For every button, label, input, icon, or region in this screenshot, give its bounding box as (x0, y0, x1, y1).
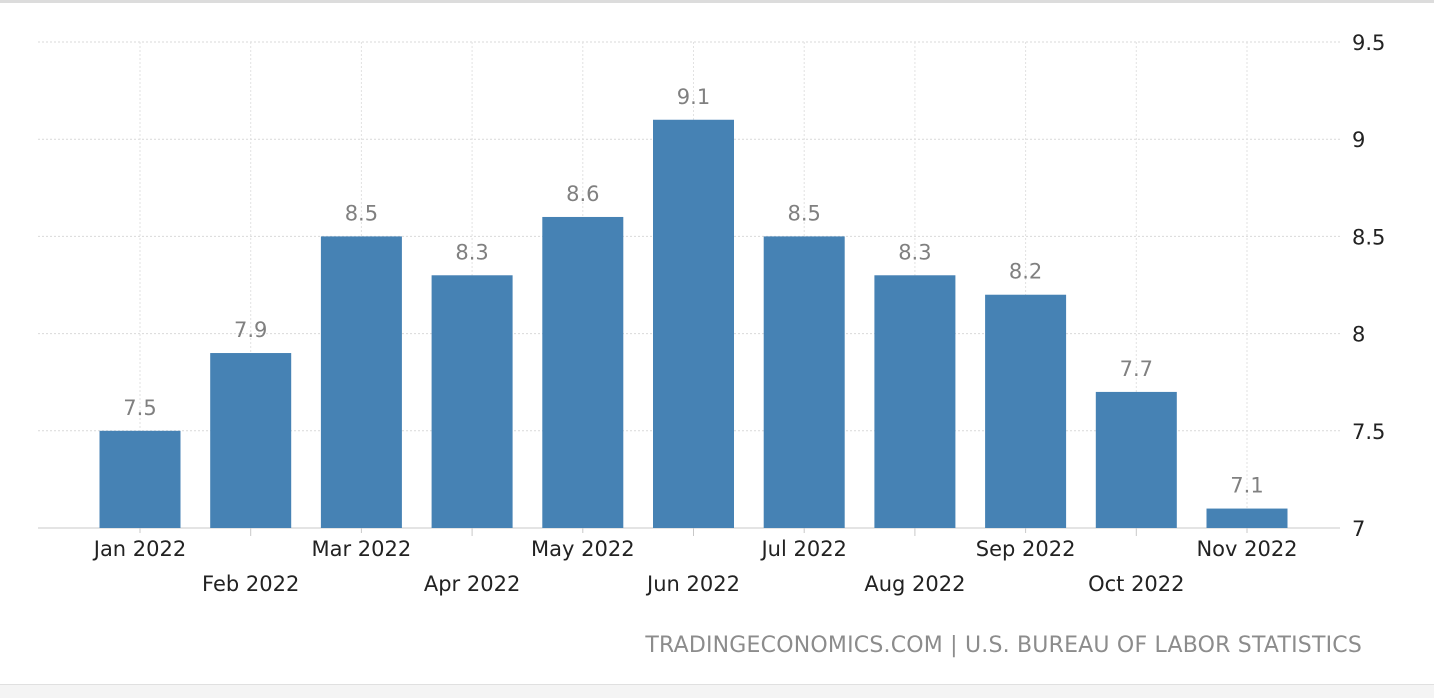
data-labels: 7.5 7.9 8.5 8.3 8.6 9.1 8.5 8.3 8.2 7.7 7.1 (123, 85, 1263, 498)
y-tick-label: 9.5 (1352, 31, 1385, 55)
data-label: 7.9 (234, 318, 267, 342)
x-tick-label: Nov 2022 (1196, 537, 1297, 561)
x-tick-label: Oct 2022 (1088, 572, 1184, 596)
x-tick-label: Jan 2022 (92, 537, 187, 561)
y-tick-label: 8.5 (1352, 225, 1385, 249)
data-label: 8.5 (345, 201, 378, 225)
data-label: 7.7 (1120, 357, 1153, 381)
x-tick-label: Aug 2022 (864, 572, 965, 596)
x-tick-label: Sep 2022 (976, 537, 1076, 561)
source-attribution: TRADINGECONOMICS.COM | U.S. BUREAU OF LA… (645, 633, 1362, 658)
bar (653, 119, 734, 528)
x-tick-label: Jun 2022 (645, 572, 740, 596)
data-label: 8.5 (787, 201, 820, 225)
data-label: 7.5 (123, 396, 156, 420)
x-axis-ticks: Jan 2022 Feb 2022 Mar 2022 Apr 2022 May 2022… (92, 528, 1298, 596)
bars (99, 119, 1288, 528)
y-tick-label: 7 (1352, 517, 1365, 541)
x-tick-label: Mar 2022 (312, 537, 412, 561)
data-label: 8.3 (898, 240, 931, 264)
y-axis-ticks: 7 7.5 8 8.5 9 9.5 (1352, 31, 1385, 541)
bar (431, 275, 513, 528)
bar (210, 353, 292, 528)
bar (99, 430, 181, 528)
bar (763, 236, 845, 528)
x-tick-label: Apr 2022 (424, 572, 520, 596)
y-tick-label: 8 (1352, 323, 1365, 347)
top-border (0, 0, 1434, 3)
y-tick-label: 9 (1352, 128, 1365, 152)
bar (874, 275, 956, 528)
bar (542, 216, 624, 528)
bar (1095, 391, 1177, 528)
x-tick-label: Jul 2022 (759, 537, 846, 561)
y-tick-label: 7.5 (1352, 420, 1385, 444)
bar (985, 294, 1067, 528)
bar (320, 236, 402, 528)
bar (1206, 508, 1288, 528)
x-tick-label: Feb 2022 (202, 572, 299, 596)
data-label: 9.1 (677, 85, 710, 109)
bar-chart: 7.5 7.9 8.5 8.3 8.6 9.1 8.5 8.3 8.2 7.7 7.1 7 7.5 8 8… (38, 31, 1385, 596)
data-label: 7.1 (1230, 474, 1263, 498)
data-label: 8.6 (566, 182, 599, 206)
data-label: 8.3 (455, 240, 488, 264)
x-tick-label: May 2022 (531, 537, 635, 561)
bottom-border (0, 684, 1434, 698)
data-label: 8.2 (1009, 260, 1042, 284)
